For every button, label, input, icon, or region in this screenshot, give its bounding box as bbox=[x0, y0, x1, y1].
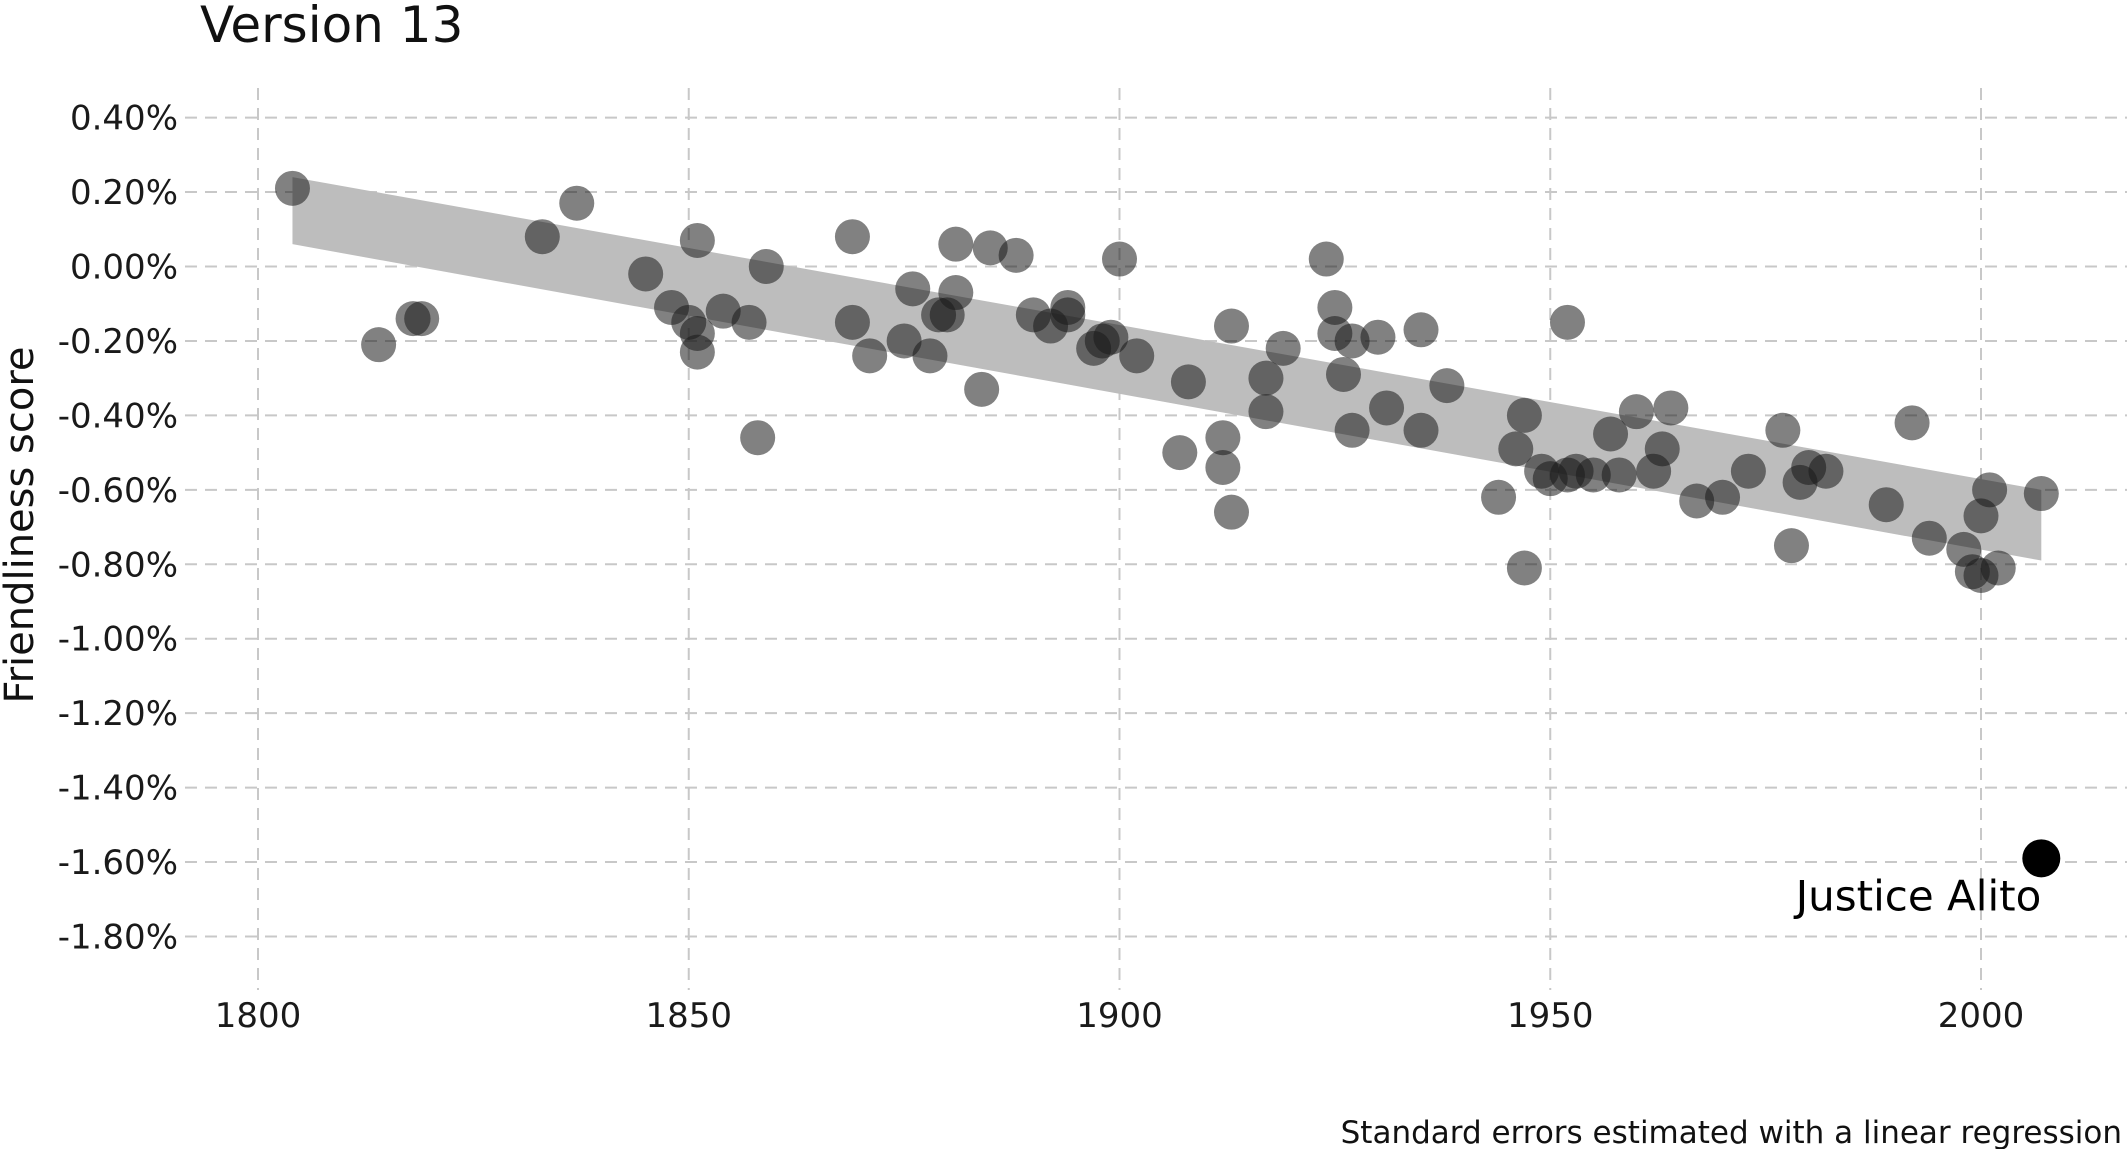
data-point bbox=[1213, 308, 1249, 344]
data-point bbox=[559, 185, 595, 221]
y-tick-label: -1.80% bbox=[58, 918, 178, 958]
y-tick-label: -0.20% bbox=[58, 322, 178, 362]
y-tick-label: -0.80% bbox=[58, 545, 178, 585]
data-point bbox=[404, 301, 440, 337]
data-point bbox=[1972, 472, 2008, 508]
data-point bbox=[1575, 457, 1611, 493]
data-point bbox=[1213, 494, 1249, 530]
data-point bbox=[628, 256, 664, 292]
data-point bbox=[1773, 528, 1809, 564]
data-point bbox=[895, 271, 931, 307]
y-gridlines bbox=[185, 116, 2127, 938]
x-tick-label: 2000 bbox=[1938, 996, 2025, 1036]
data-point bbox=[1653, 390, 1689, 426]
data-point bbox=[834, 304, 870, 340]
data-point bbox=[1050, 289, 1086, 325]
data-point bbox=[1403, 312, 1439, 348]
data-point bbox=[1911, 520, 1947, 556]
data-point bbox=[1334, 323, 1370, 359]
data-point bbox=[1868, 487, 1904, 523]
data-point bbox=[1102, 241, 1137, 277]
data-point bbox=[274, 170, 310, 206]
data-point bbox=[1498, 431, 1534, 467]
data-point bbox=[524, 219, 560, 255]
data-point bbox=[834, 219, 870, 255]
data-point bbox=[1618, 394, 1654, 430]
data-point bbox=[748, 249, 784, 284]
data-point bbox=[1205, 450, 1241, 485]
data-point bbox=[998, 237, 1034, 273]
data-point bbox=[1808, 453, 1844, 489]
data-point bbox=[1593, 416, 1629, 452]
highlight-point bbox=[2022, 839, 2061, 878]
x-tick-label: 1800 bbox=[215, 996, 302, 1036]
data-point bbox=[886, 323, 922, 359]
data-point bbox=[1369, 390, 1405, 426]
data-point bbox=[1170, 364, 1206, 400]
data-point bbox=[1730, 453, 1766, 489]
y-axis-label: Friendliness score bbox=[0, 346, 43, 703]
data-point bbox=[1248, 394, 1284, 430]
chart-title: Version 13 bbox=[200, 0, 463, 54]
data-point bbox=[740, 420, 776, 456]
x-tick-label: 1850 bbox=[645, 996, 732, 1036]
y-tick-label: -1.00% bbox=[58, 620, 178, 660]
x-tick-label: 1950 bbox=[1507, 996, 1594, 1036]
data-point bbox=[1334, 412, 1370, 448]
data-point bbox=[938, 275, 974, 311]
data-point bbox=[852, 338, 888, 374]
data-point bbox=[1317, 289, 1353, 325]
data-point bbox=[1265, 330, 1301, 366]
data-point bbox=[912, 338, 948, 374]
x-tick-label: 1900 bbox=[1076, 996, 1163, 1036]
y-axis-tick-labels: 0.40% 0.20% 0.00% -0.20% -0.40% -0.60% -0.80% -… bbox=[58, 99, 178, 958]
data-point bbox=[1549, 304, 1585, 340]
data-point bbox=[1093, 319, 1129, 355]
y-tick-label: 0.40% bbox=[70, 99, 178, 139]
y-tick-label: -0.40% bbox=[58, 396, 178, 436]
x-axis-tick-labels: 1800 1850 1900 1950 2000 bbox=[215, 996, 2025, 1036]
highlight-label: Justice Alito bbox=[1793, 871, 2042, 920]
data-point bbox=[1162, 435, 1198, 471]
data-point bbox=[1325, 356, 1361, 392]
data-point bbox=[2023, 476, 2059, 512]
data-point bbox=[1644, 431, 1680, 467]
data-point bbox=[1765, 412, 1801, 448]
data-point bbox=[1679, 483, 1715, 519]
data-point bbox=[731, 304, 767, 340]
y-tick-label: 0.20% bbox=[70, 173, 178, 213]
data-point bbox=[1403, 412, 1439, 448]
data-point bbox=[1248, 360, 1284, 396]
data-point bbox=[1894, 405, 1930, 441]
data-point bbox=[1119, 338, 1155, 374]
data-point bbox=[1360, 319, 1396, 355]
data-point bbox=[679, 222, 715, 258]
y-tick-label: -0.60% bbox=[58, 471, 178, 511]
data-point bbox=[1980, 550, 2016, 586]
data-point bbox=[361, 327, 397, 363]
chart-caption: Standard errors estimated with a linear … bbox=[1341, 1115, 2122, 1149]
data-point bbox=[964, 371, 1000, 407]
y-tick-label: 0.00% bbox=[70, 248, 178, 288]
data-point bbox=[1429, 368, 1465, 404]
data-point bbox=[1601, 457, 1637, 493]
y-tick-label: -1.60% bbox=[58, 843, 178, 883]
data-point bbox=[1506, 550, 1542, 586]
data-point bbox=[938, 226, 974, 262]
data-point bbox=[1705, 479, 1741, 515]
data-point bbox=[1308, 241, 1344, 277]
data-point bbox=[1481, 479, 1517, 515]
y-tick-label: -1.20% bbox=[58, 694, 178, 734]
y-tick-label: -1.40% bbox=[58, 769, 178, 809]
data-point bbox=[1205, 420, 1241, 456]
data-point bbox=[679, 334, 715, 370]
data-points bbox=[274, 170, 2059, 593]
data-point bbox=[1506, 397, 1542, 433]
